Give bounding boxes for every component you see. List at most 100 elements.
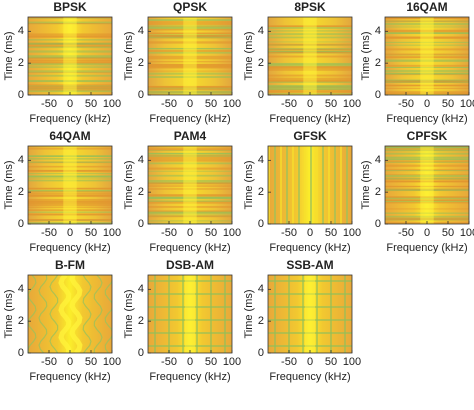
spectrogram-image	[28, 275, 112, 353]
y-tick-label: 2	[375, 186, 381, 198]
x-tick-label: 50	[205, 227, 217, 239]
y-tick-label: 2	[18, 315, 24, 327]
v-stripe	[316, 146, 318, 224]
y-axis-label: Time (ms)	[243, 289, 255, 338]
x-tick-label: 100	[223, 227, 241, 239]
x-tick-label: 100	[460, 227, 474, 239]
x-tick-label: 0	[307, 227, 313, 239]
spectrogram-image	[28, 146, 112, 224]
y-tick-label: 4	[375, 154, 381, 166]
center-glow	[183, 17, 197, 95]
grid-band	[330, 275, 332, 353]
y-tick-label: 4	[258, 283, 264, 295]
grid-band	[302, 275, 304, 353]
spectrogram-image	[148, 17, 232, 95]
y-axis-label: Time (ms)	[3, 31, 15, 80]
x-tick-label: 0	[187, 356, 193, 368]
center-glow	[63, 17, 77, 95]
y-tick-label: 0	[138, 89, 144, 101]
x-tick-label: 0	[67, 356, 73, 368]
wave	[58, 275, 72, 353]
grid-band	[154, 275, 156, 353]
x-axis-label: Frequency (kHz)	[149, 242, 230, 254]
spectrogram-image	[148, 146, 232, 224]
x-tick-label: 100	[103, 227, 121, 239]
spectrogram-image	[385, 17, 469, 95]
y-axis-label: Time (ms)	[123, 31, 135, 80]
y-tick-label: 2	[258, 186, 264, 198]
y-axis-label: Time (ms)	[243, 160, 255, 209]
x-tick-label: -50	[161, 356, 177, 368]
x-tick-label: 0	[67, 227, 73, 239]
y-tick-label: 2	[258, 315, 264, 327]
v-stripe	[340, 146, 342, 224]
grid-band	[224, 275, 226, 353]
x-tick-label: 100	[223, 98, 241, 110]
x-tick-label: 100	[103, 98, 121, 110]
center-glow	[303, 17, 317, 95]
v-stripe	[346, 146, 348, 224]
y-tick-label: 4	[138, 154, 144, 166]
y-tick-label: 4	[18, 283, 24, 295]
x-tick-label: 0	[67, 98, 73, 110]
y-tick-label: 2	[375, 57, 381, 69]
x-axis-label: Frequency (kHz)	[386, 242, 467, 254]
panel-title: 8PSK	[294, 0, 326, 14]
x-tick-label: 100	[223, 356, 241, 368]
grid-band	[288, 275, 290, 353]
y-tick-label: 4	[258, 154, 264, 166]
center-glow	[63, 146, 77, 224]
panel-title: SSB-AM	[286, 258, 333, 272]
x-tick-label: 100	[343, 98, 361, 110]
grid-band	[168, 275, 170, 353]
y-axis-label: Time (ms)	[123, 289, 135, 338]
v-stripe	[292, 146, 294, 224]
wave	[38, 275, 48, 353]
v-stripe	[274, 146, 276, 224]
panel-title: 16QAM	[406, 0, 447, 14]
grid-band	[182, 275, 184, 353]
v-stripe	[298, 146, 300, 224]
x-tick-label: 100	[343, 356, 361, 368]
x-axis-label: Frequency (kHz)	[149, 113, 230, 125]
panel-title: CPFSK	[407, 129, 448, 143]
y-tick-label: 4	[258, 25, 264, 37]
x-tick-label: 0	[187, 227, 193, 239]
x-tick-label: 50	[85, 227, 97, 239]
wave	[93, 275, 103, 353]
y-axis-label: Time (ms)	[3, 160, 15, 209]
x-axis-label: Frequency (kHz)	[386, 113, 467, 125]
x-axis-label: Frequency (kHz)	[29, 371, 110, 383]
v-stripe	[310, 146, 312, 224]
x-tick-label: 100	[103, 356, 121, 368]
center-glow	[184, 275, 196, 353]
panel-title: QPSK	[173, 0, 207, 14]
x-tick-label: 50	[442, 98, 454, 110]
spectrogram-image	[148, 275, 232, 353]
y-tick-label: 4	[18, 25, 24, 37]
y-tick-label: 0	[138, 347, 144, 359]
spectrogram-image	[385, 146, 469, 224]
wave	[69, 275, 83, 353]
spectrogram-image	[268, 275, 352, 353]
v-stripe	[280, 146, 282, 224]
center-glow	[420, 17, 434, 95]
y-tick-label: 0	[258, 89, 264, 101]
x-tick-label: 100	[460, 98, 474, 110]
spectrogram-image	[28, 17, 112, 95]
y-tick-label: 2	[258, 57, 264, 69]
x-tick-label: 0	[307, 356, 313, 368]
center-glow	[420, 146, 434, 224]
v-stripe	[334, 146, 336, 224]
y-tick-label: 0	[258, 347, 264, 359]
y-axis-label: Time (ms)	[243, 31, 255, 80]
wave	[49, 275, 59, 353]
spectrogram-image	[268, 146, 352, 224]
panel-title: B-FM	[55, 258, 85, 272]
x-tick-label: 50	[85, 356, 97, 368]
x-tick-label: 50	[85, 98, 97, 110]
y-tick-label: 0	[138, 218, 144, 230]
x-tick-label: -50	[281, 227, 297, 239]
panel-title: GFSK	[293, 129, 327, 143]
